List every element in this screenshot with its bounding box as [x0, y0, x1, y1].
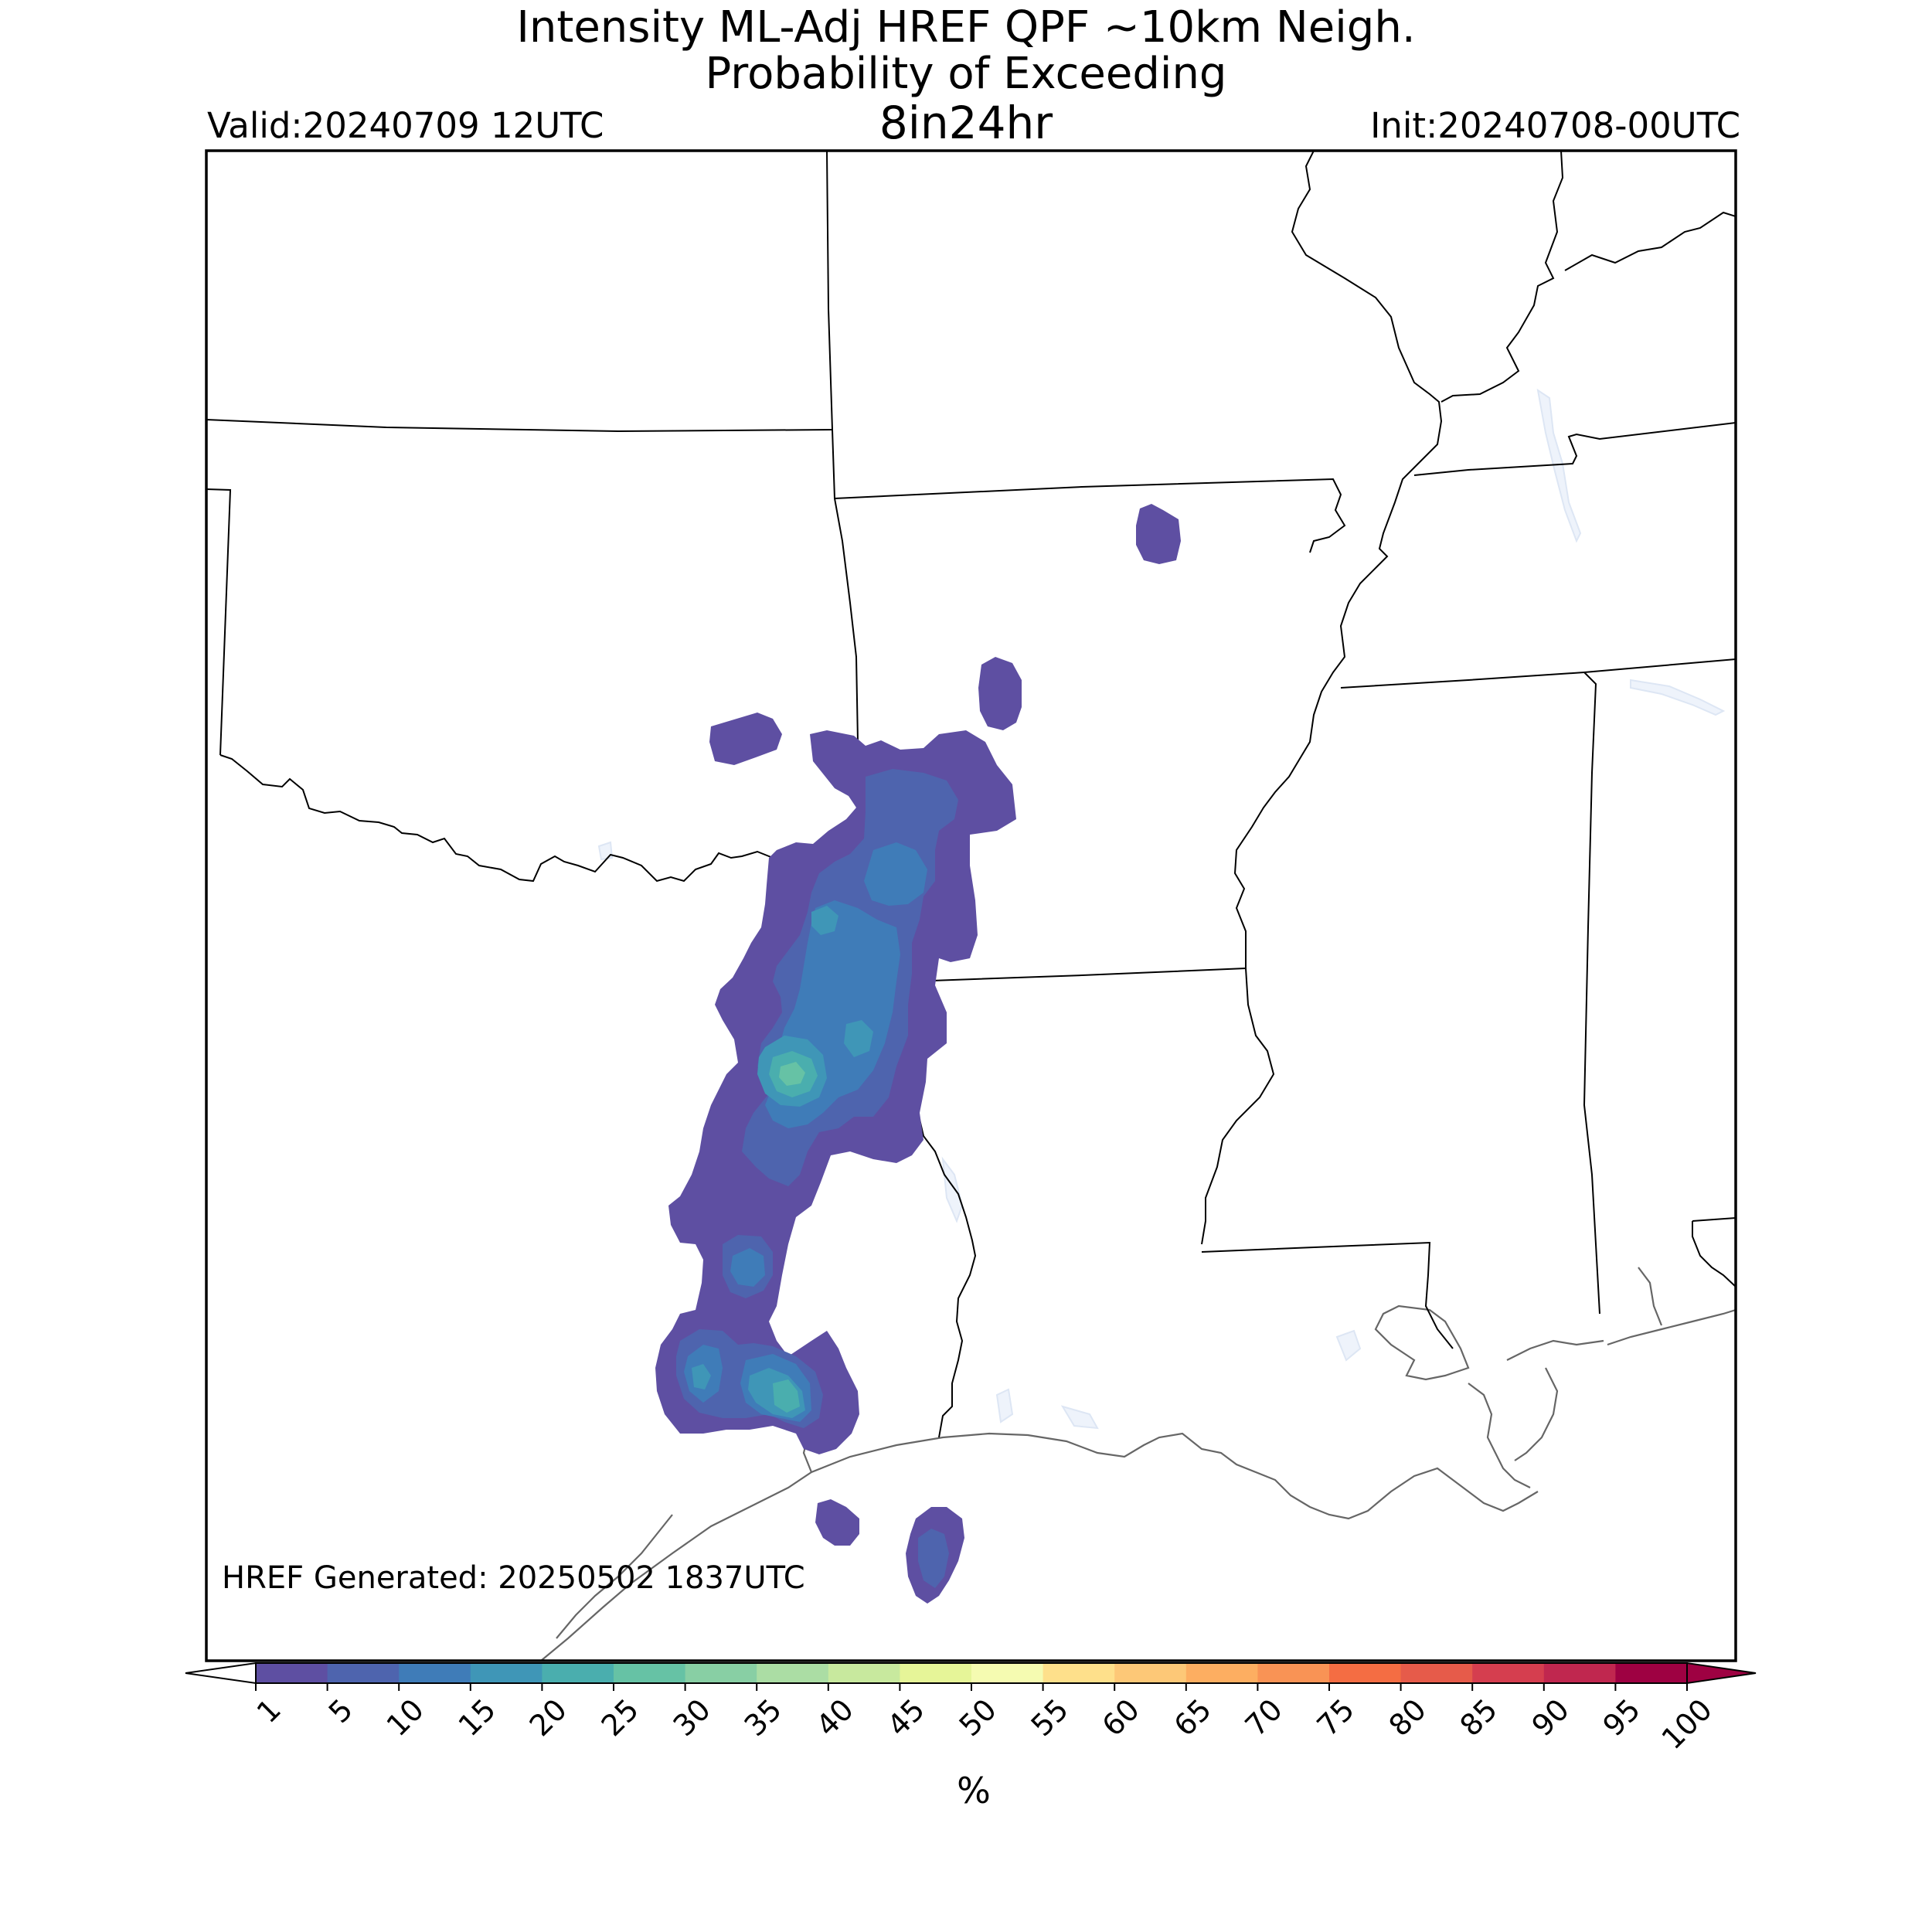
map-border: [205, 149, 1737, 1662]
map-title-threshold: 8in24hr: [879, 97, 1053, 149]
generated-time-label: HREF Generated: 20250502 1837UTC: [222, 1560, 805, 1596]
colorbar-segment: [542, 1663, 614, 1683]
colorbar-segment: [614, 1663, 686, 1683]
colorbar-segment: [1114, 1663, 1187, 1683]
probability-shading: [655, 504, 1181, 1604]
shading-25-30-percent: [779, 1062, 805, 1086]
colorbar-segment: [1043, 1663, 1115, 1683]
colorbar-segment: [1472, 1663, 1545, 1683]
water-bodies: [597, 388, 1726, 1430]
colorbar-segment: [828, 1663, 900, 1683]
colorbar-segment: [327, 1663, 400, 1683]
colorbar-unit-label: %: [957, 1770, 991, 1811]
colorbar-under-extension: [185, 1662, 257, 1685]
colorbar-segment: [1543, 1663, 1616, 1683]
colorbar-segment: [757, 1663, 829, 1683]
colorbar-segment: [1400, 1663, 1473, 1683]
colorbar-segment: [1615, 1663, 1688, 1683]
colorbar-segment: [1329, 1663, 1402, 1683]
colorbar-segment: [1257, 1663, 1330, 1683]
colorbar: [185, 1662, 1757, 1691]
coastline: [540, 1267, 1736, 1661]
colorbar-segment: [900, 1663, 972, 1683]
colorbar-over-extension: [1686, 1662, 1757, 1685]
shading-1-5-percent: [655, 504, 1181, 1604]
colorbar-segment: [971, 1663, 1044, 1683]
valid-time-label: Valid:20240709 12UTC: [207, 105, 604, 146]
state-borders: [206, 151, 1736, 1438]
map-title-line-1: Intensity ML-Adj HREF QPF ~10km Neigh.: [516, 2, 1416, 53]
init-time-label: Init:20240708-00UTC: [1370, 105, 1740, 146]
colorbar-segment: [1185, 1663, 1258, 1683]
colorbar-segment: [399, 1663, 471, 1683]
map-title-line-2: Probability of Exceeding: [705, 49, 1227, 99]
colorbar-segment: [470, 1663, 543, 1683]
colorbar-segment: [685, 1663, 757, 1683]
colorbar-segment: [256, 1663, 328, 1683]
